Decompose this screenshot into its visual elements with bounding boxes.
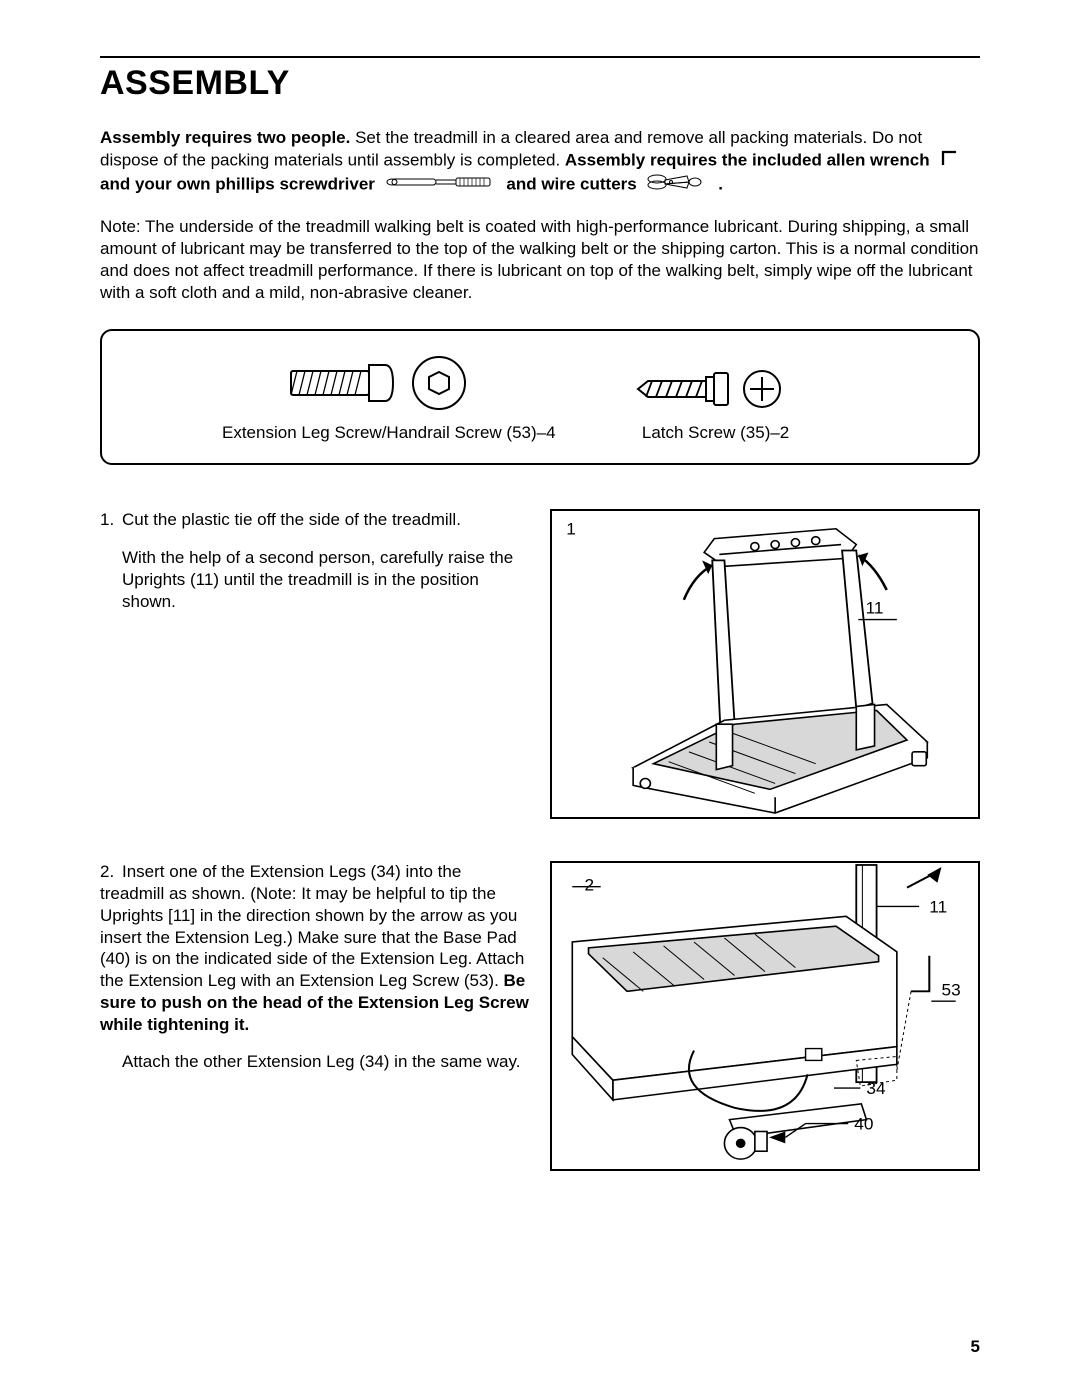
intro-end: . <box>718 174 723 193</box>
step-2-row: 2.Insert one of the Extension Legs (34) … <box>100 861 980 1171</box>
step-1-line1: Cut the plastic tie off the side of the … <box>122 510 461 529</box>
parts-box: Extension Leg Screw/Handrail Screw (53)–… <box>100 329 980 465</box>
step-2-num: 2. <box>100 861 122 883</box>
page-title: ASSEMBLY <box>100 64 980 103</box>
top-rule <box>100 56 980 58</box>
part-extension-screw: Extension Leg Screw/Handrail Screw (53)–… <box>222 355 556 443</box>
step-2-figure: 2 11 <box>550 861 980 1171</box>
intro-bold-1: Assembly requires two people. <box>100 128 350 147</box>
step-1-line2: With the help of a second person, carefu… <box>122 547 530 612</box>
intro-mid: and wire cutters <box>506 174 636 193</box>
fig2-label-40: 40 <box>854 1115 873 1134</box>
note-paragraph: Note: The underside of the treadmill wal… <box>100 216 980 303</box>
step-1-figure: 1 <box>550 509 980 819</box>
step-1-num: 1. <box>100 509 122 531</box>
fig1-num: 1 <box>566 520 576 539</box>
step-1-row: 1.Cut the plastic tie off the side of th… <box>100 509 980 819</box>
fig2-label-11: 11 <box>929 898 947 917</box>
step-1-text: 1.Cut the plastic tie off the side of th… <box>100 509 530 612</box>
part-latch-screw: Latch Screw (35)–2 <box>636 367 796 443</box>
intro-paragraph: Assembly requires two people. Set the tr… <box>100 127 980 196</box>
fig1-label-11: 11 <box>866 599 884 618</box>
step-2-text: 2.Insert one of the Extension Legs (34) … <box>100 861 530 1073</box>
fig2-num: 2 <box>584 876 594 895</box>
intro-bold-3: and your own phillips screwdriver <box>100 174 375 193</box>
fig2-label-53: 53 <box>941 981 960 1000</box>
part-extension-screw-label: Extension Leg Screw/Handrail Screw (53)–… <box>222 423 556 443</box>
step-2-line1: Insert one of the Extension Legs (34) in… <box>100 862 524 990</box>
intro-bold-2: Assembly requires the included allen wre… <box>565 150 930 169</box>
step-2-line2: Attach the other Extension Leg (34) in t… <box>122 1051 530 1073</box>
fig2-label-34: 34 <box>866 1079 885 1098</box>
allen-wrench-icon <box>940 149 960 173</box>
part-latch-screw-label: Latch Screw (35)–2 <box>636 423 796 443</box>
screwdriver-icon <box>386 174 496 196</box>
wire-cutters-icon <box>647 173 707 197</box>
page-number: 5 <box>971 1337 980 1357</box>
